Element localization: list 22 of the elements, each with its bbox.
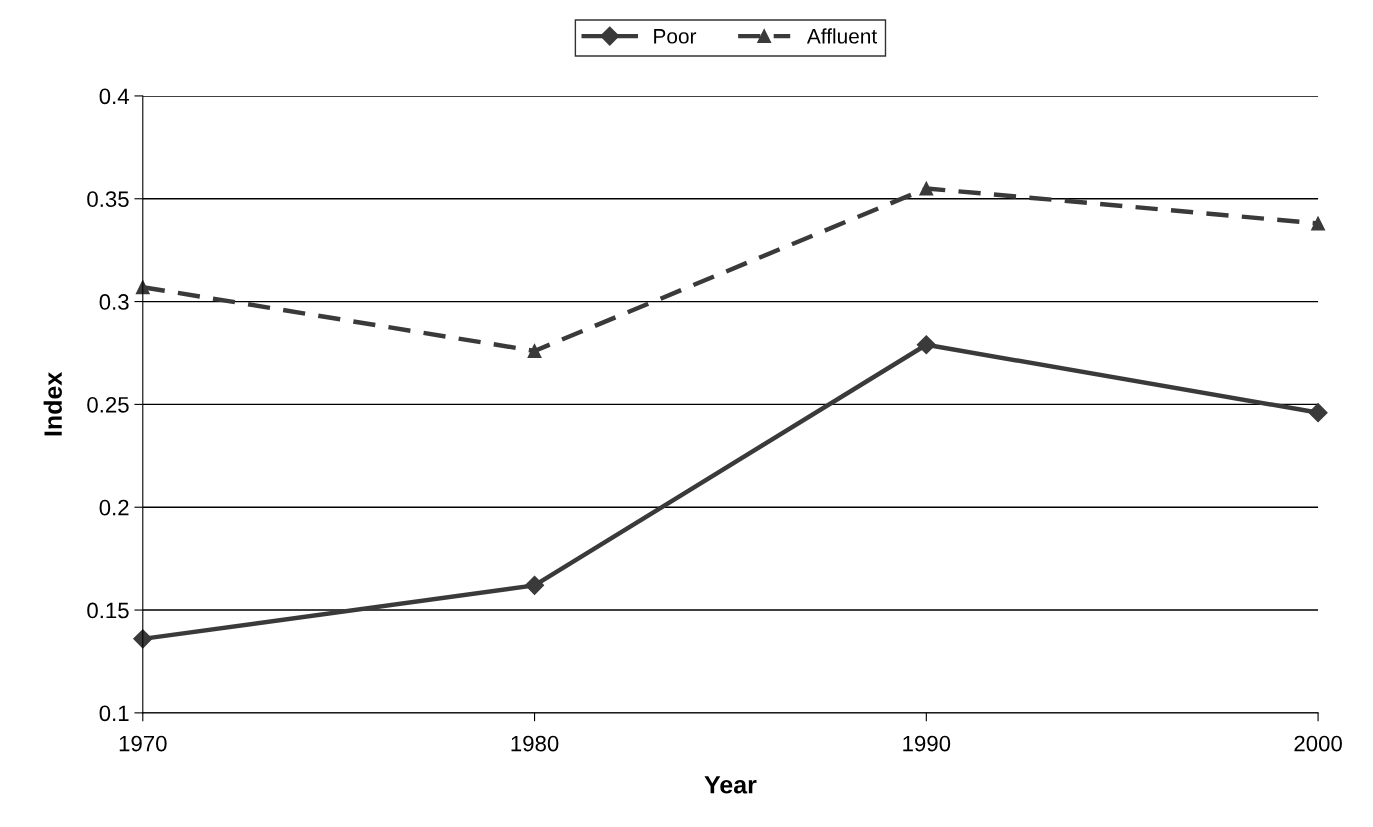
legend-label: Poor xyxy=(654,29,697,44)
y-tick-label: 0.15 xyxy=(87,602,129,619)
y-tick-label: 0.3 xyxy=(99,294,129,310)
legend-label: Affluent xyxy=(806,28,878,44)
point xyxy=(1311,216,1326,231)
x-tick-label: 1980 xyxy=(511,735,559,752)
y-tick-label: 0.1 xyxy=(99,705,129,722)
x-tick-label: 1970 xyxy=(119,735,167,752)
point xyxy=(1308,403,1328,423)
point xyxy=(916,335,936,355)
point xyxy=(527,343,542,358)
y-tick-label: 0.2 xyxy=(99,499,129,516)
point xyxy=(919,181,934,196)
x-tick-label: 1990 xyxy=(903,735,951,752)
point xyxy=(133,629,153,649)
y-tick-label: 0.4 xyxy=(99,88,129,105)
x-tick-label: 2000 xyxy=(1294,735,1342,752)
x-axis-title: Year xyxy=(704,776,757,794)
y-tick-label: 0.35 xyxy=(87,191,129,208)
y-axis-title: Index xyxy=(43,371,62,436)
point xyxy=(525,575,545,595)
y-tick-label: 0.25 xyxy=(87,396,129,413)
